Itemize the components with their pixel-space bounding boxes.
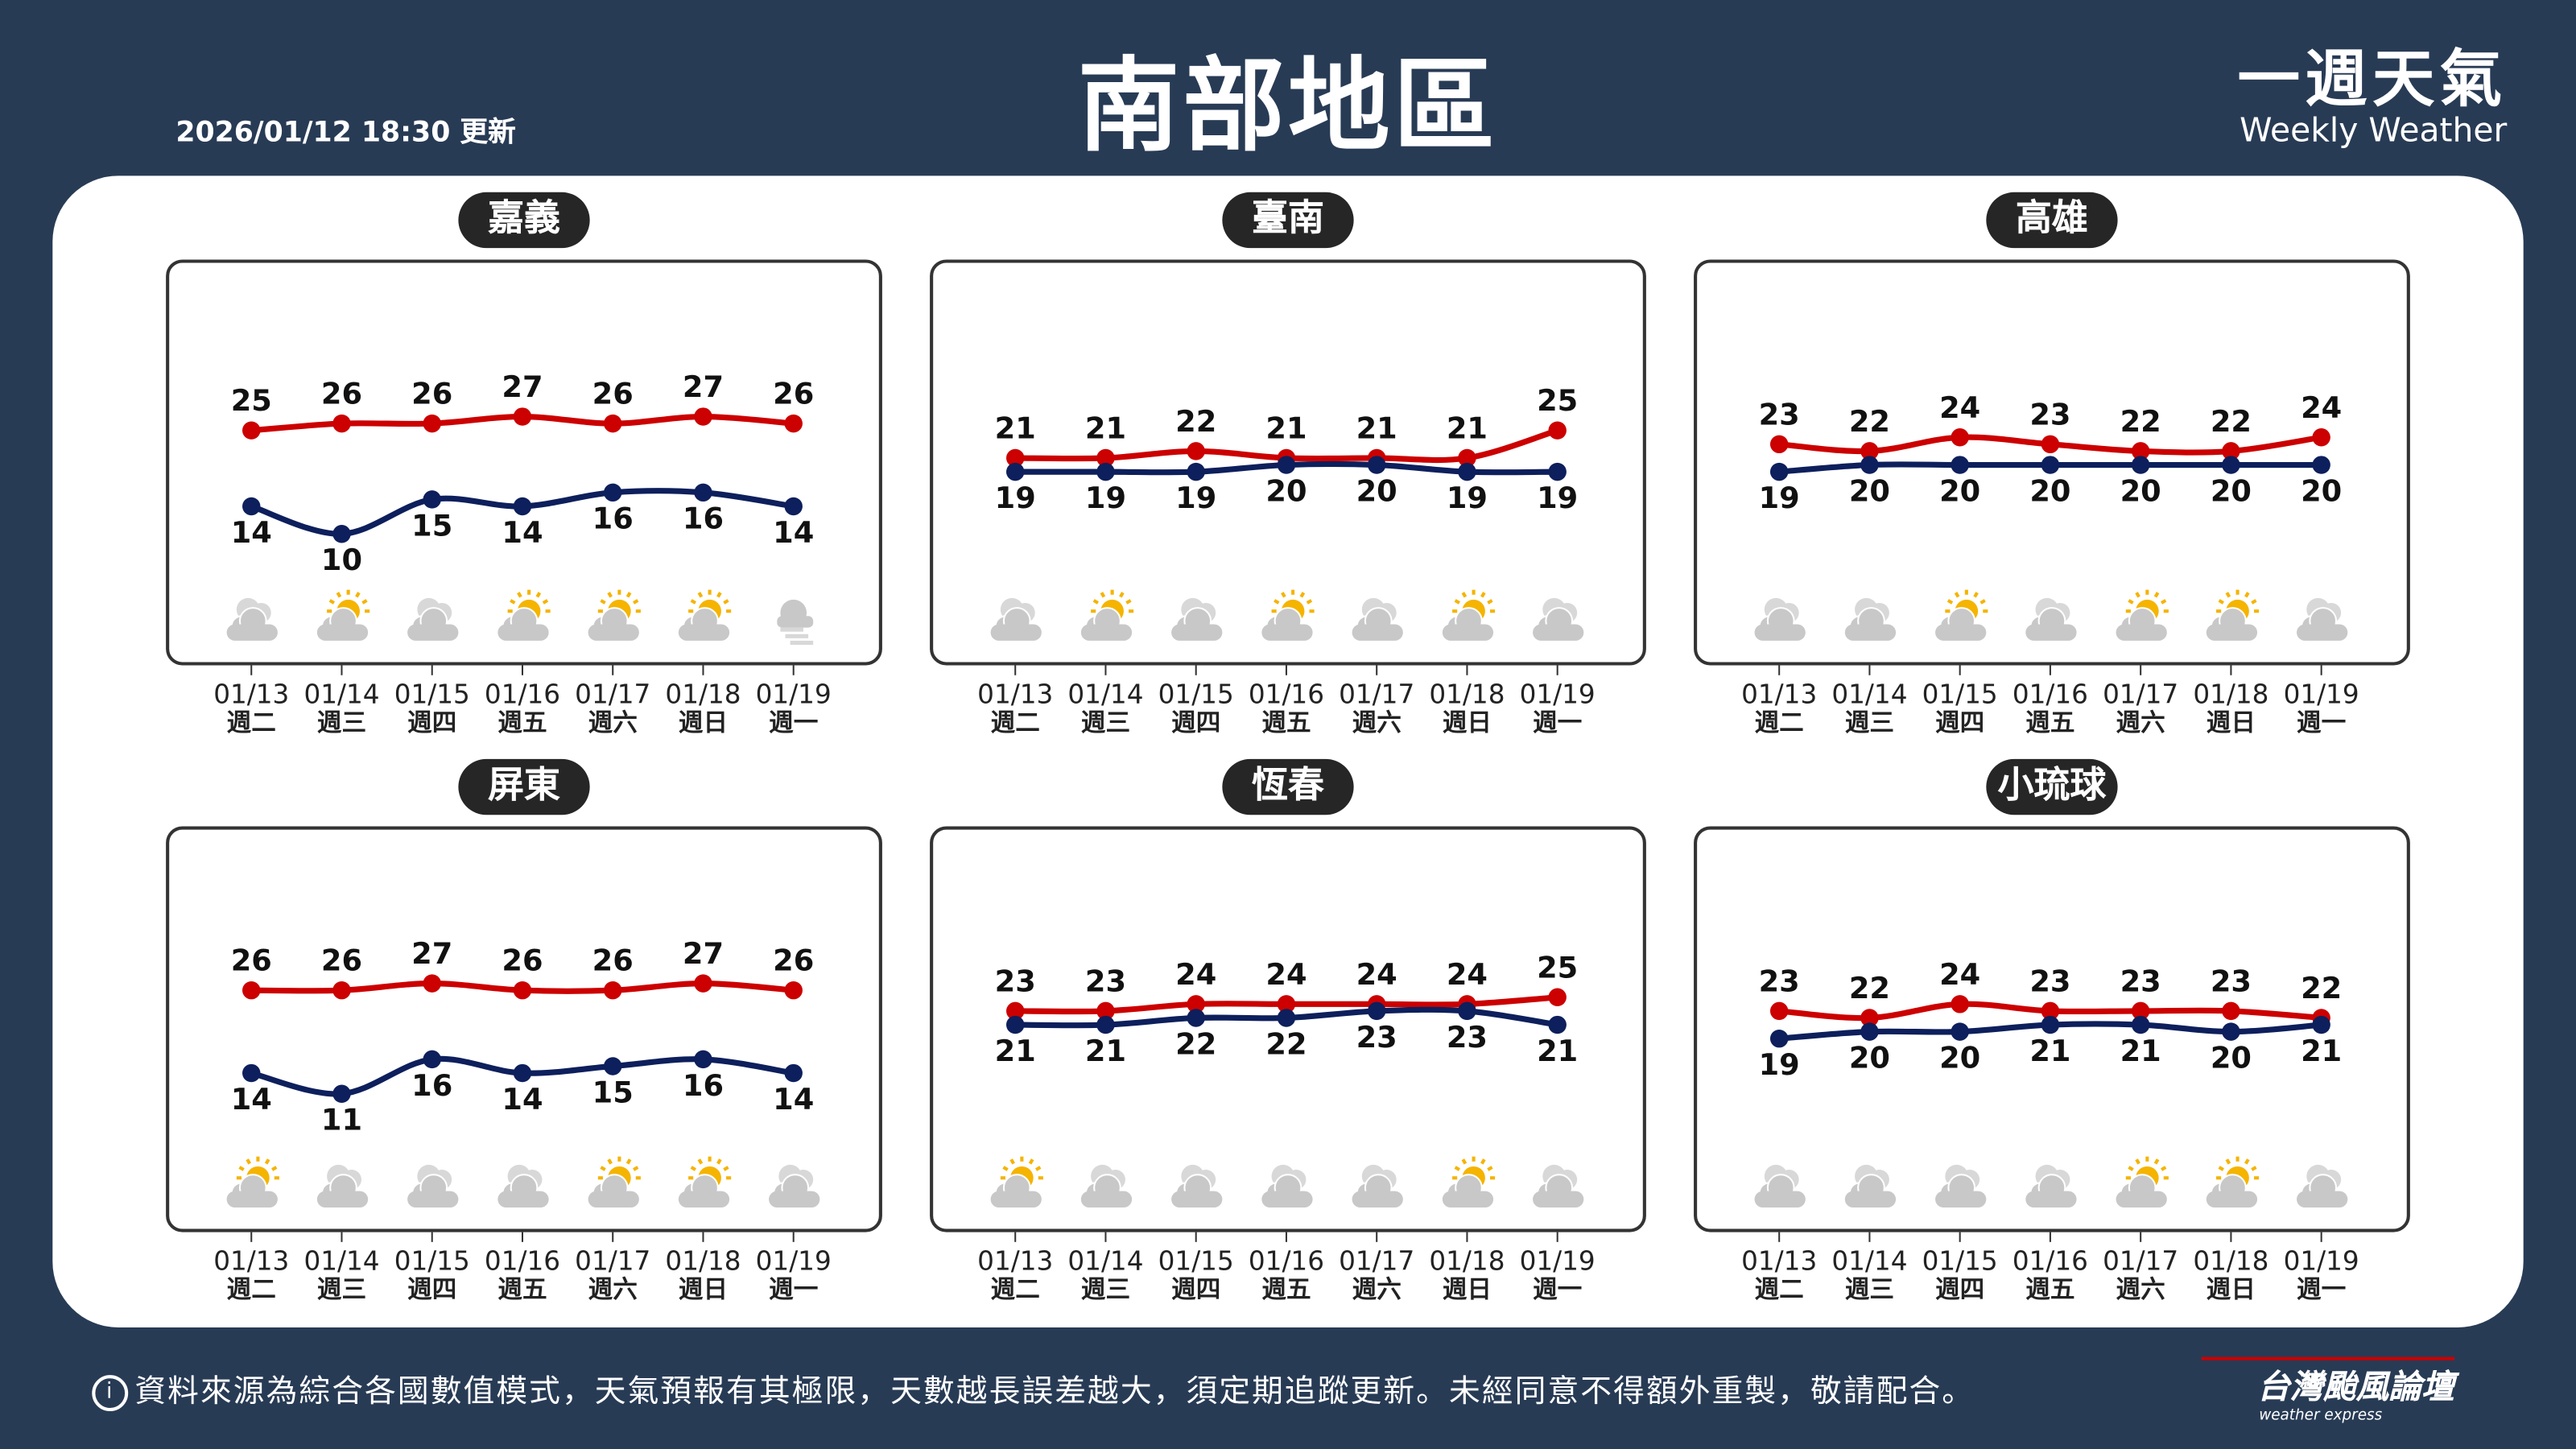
panel-嘉義 [166,259,882,666]
info-icon: i [92,1375,129,1412]
location-label: 屏東 [458,758,590,815]
logo-zh: 台灣颱風論壇 [2201,1356,2454,1408]
brand-zh: 一週天氣 [2237,43,2508,115]
update-time: 2026/01/12 18:30 更新 [175,116,516,150]
logo-en: weather express [2259,1407,2383,1425]
panel-屏東 [166,826,882,1232]
panel-小琉球 [1694,826,2410,1232]
panel-臺南 [930,259,1646,666]
location-label: 臺南 [1222,192,1354,249]
location-label: 小琉球 [1986,758,2118,815]
location-label: 高雄 [1986,192,2118,249]
location-label: 嘉義 [458,192,590,249]
footer-disclaimer: i 資料來源為綜合各國數值模式，天氣預報有其極限，天數越長誤差越大，須定期追蹤更新… [92,1367,1975,1412]
disclaimer-text: 資料來源為綜合各國數值模式，天氣預報有其極限，天數越長誤差越大，須定期追蹤更新。… [134,1373,1975,1410]
location-label: 恆春 [1222,758,1354,815]
page-title: 南部地區 [1077,46,1499,167]
logo: 台灣颱風論壇 weather express [2201,1356,2454,1425]
panel-高雄 [1694,259,2410,666]
panel-恆春 [930,826,1646,1232]
brand-en: Weekly Weather [2240,109,2508,150]
brand: 一週天氣 Weekly Weather [2238,46,2508,148]
